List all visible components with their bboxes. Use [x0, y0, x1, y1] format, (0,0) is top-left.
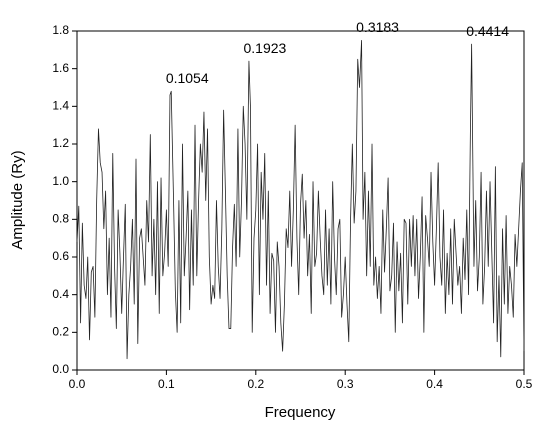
y-tick-label: 0.8 [52, 212, 69, 226]
y-tick-label: 1.4 [52, 99, 69, 113]
x-tick-label: 0.1 [158, 377, 175, 391]
x-tick-label: 0.0 [69, 377, 86, 391]
x-tick-label: 0.2 [247, 377, 264, 391]
y-tick-label: 0.0 [52, 362, 69, 376]
x-tick-label: 0.3 [337, 377, 354, 391]
peak-annotation: 0.1923 [244, 40, 287, 56]
y-axis-title: Amplitude (Ry) [9, 150, 26, 249]
y-tick-label: 0.4 [52, 287, 69, 301]
x-tick-label: 0.4 [426, 377, 443, 391]
y-tick-label: 1.0 [52, 174, 69, 188]
y-tick-label: 1.8 [52, 23, 69, 37]
plot-frame [76, 30, 525, 371]
y-tick-label: 0.2 [52, 325, 69, 339]
y-tick-label: 1.6 [52, 61, 69, 75]
peak-annotation: 0.1054 [166, 70, 209, 86]
y-tick-label: 1.2 [52, 136, 69, 150]
series-line [76, 40, 525, 360]
peak-annotation: 0.4414 [466, 23, 509, 39]
x-axis-title: Frequency [265, 404, 336, 421]
x-tick-label: 0.5 [516, 377, 533, 391]
y-tick-label: 0.6 [52, 249, 69, 263]
peak-annotation: 0.3183 [356, 19, 399, 35]
